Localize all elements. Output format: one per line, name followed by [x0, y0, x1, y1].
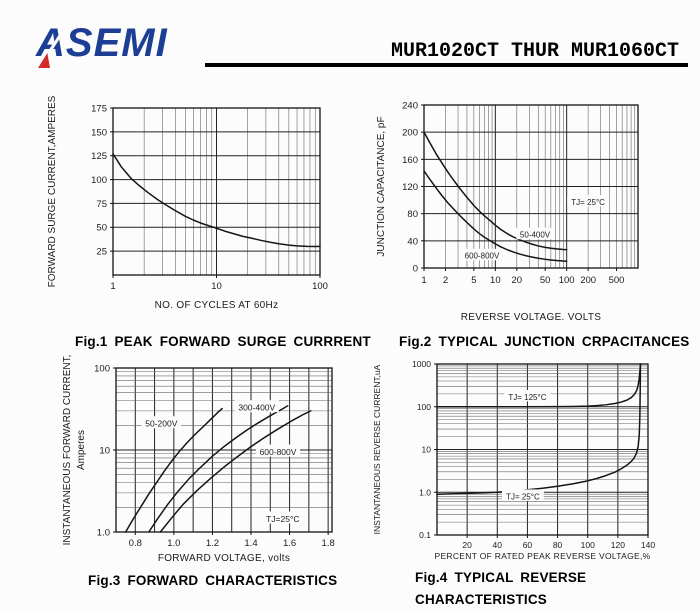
svg-text:PERCENT OF RATED PEAK REVERSE: PERCENT OF RATED PEAK REVERSE VOLTAGE,%: [434, 551, 650, 561]
fig2-junction-capacitance-chart: 50-400V 600-800V TJ= 25°C 1 2 5 10 20 50 100 200 50…: [376, 100, 639, 323]
svg-text:2: 2: [443, 275, 448, 286]
fig4-caption: Fig.4 TYPICAL REVERSE CHARACTERISTICS: [415, 570, 587, 607]
svg-text:100: 100: [94, 363, 110, 374]
svg-text:200: 200: [402, 128, 418, 139]
svg-text:10: 10: [211, 281, 222, 292]
svg-text:0.1: 0.1: [419, 530, 431, 540]
svg-text:TJ= 25°C: TJ= 25°C: [506, 492, 540, 501]
svg-text:Amperes: Amperes: [76, 430, 87, 470]
svg-text:600-800V: 600-800V: [465, 252, 500, 261]
svg-text:500: 500: [609, 275, 625, 286]
svg-text:175: 175: [91, 103, 107, 114]
svg-text:1.8: 1.8: [322, 538, 335, 549]
svg-text:REVERSE VOLTAGE. VOLTS: REVERSE VOLTAGE. VOLTS: [461, 312, 602, 323]
svg-text:600-800V: 600-800V: [260, 447, 297, 457]
svg-text:1.2: 1.2: [206, 538, 219, 549]
svg-text:20: 20: [512, 275, 523, 286]
svg-text:80: 80: [407, 209, 418, 220]
svg-text:240: 240: [402, 100, 418, 111]
svg-text:120: 120: [402, 182, 418, 193]
svg-text:50: 50: [96, 223, 107, 234]
svg-text:1: 1: [110, 281, 115, 292]
svg-text:TJ= 125°C: TJ= 125°C: [508, 393, 546, 402]
svg-text:300-400V: 300-400V: [238, 403, 275, 413]
svg-text:100: 100: [559, 275, 575, 286]
fig3-caption: Fig.3 FORWARD CHARACTERISTICS: [88, 573, 338, 588]
svg-text:10: 10: [422, 445, 432, 455]
fig1-caption: Fig.1 PEAK FORWARD SURGE CURRRENT: [75, 334, 371, 349]
asemi-logo: ASEMI: [36, 21, 206, 69]
part-number-title: MUR1020CT THUR MUR1060CT: [391, 40, 680, 63]
svg-text:TJ= 25°C: TJ= 25°C: [571, 198, 605, 207]
svg-text:40: 40: [493, 540, 503, 550]
svg-text:10: 10: [99, 445, 110, 456]
header-rule: [205, 63, 688, 67]
svg-text:150: 150: [91, 127, 107, 138]
svg-text:100: 100: [91, 175, 107, 186]
svg-text:100: 100: [581, 540, 595, 550]
fig1-surge-current-chart: 1 10 100 25 50 75 100 125 150 175 NO. OF CYCLES AT…: [47, 95, 328, 311]
asemi-logo-text: ASEMI: [36, 21, 168, 65]
svg-text:100: 100: [417, 402, 431, 412]
svg-text:INSTANTANEOUS FORWARD CURRENT,: INSTANTANEOUS FORWARD CURRENT,: [62, 355, 73, 546]
svg-text:75: 75: [96, 199, 107, 210]
svg-text:5: 5: [471, 275, 476, 286]
svg-text:1.0: 1.0: [419, 487, 431, 497]
svg-text:200: 200: [580, 275, 596, 286]
svg-text:FORWARD VOLTAGE, volts: FORWARD VOLTAGE, volts: [158, 553, 290, 564]
svg-text:10: 10: [490, 275, 501, 286]
svg-text:0.8: 0.8: [129, 538, 142, 549]
svg-text:140: 140: [641, 540, 655, 550]
svg-text:TJ=25°C: TJ=25°C: [266, 514, 299, 524]
svg-text:1.0: 1.0: [97, 527, 110, 538]
svg-text:100: 100: [312, 281, 328, 292]
svg-text:60: 60: [523, 540, 533, 550]
svg-text:120: 120: [611, 540, 625, 550]
svg-text:1: 1: [421, 275, 426, 286]
svg-text:INSTANTANEOUS REVERSE CURRENT,: INSTANTANEOUS REVERSE CURRENT,uA: [372, 364, 382, 534]
fig4-reverse-characteristics-chart: TJ= 125°C TJ= 25°C 20 40 60 80 100 120 140 0.1 1.0…: [372, 359, 655, 561]
svg-text:NO. OF CYCLES AT 60Hz: NO. OF CYCLES AT 60Hz: [155, 300, 279, 311]
fig2-caption: Fig.2 TYPICAL JUNCTION CRPACITANCES: [399, 334, 690, 349]
svg-text:160: 160: [402, 155, 418, 166]
svg-text:1.0: 1.0: [167, 538, 180, 549]
svg-text:JUNCTION CAPACITANCE, pF: JUNCTION CAPACITANCE, pF: [376, 116, 387, 256]
svg-text:1000: 1000: [412, 359, 431, 369]
svg-text:40: 40: [407, 236, 418, 247]
svg-text:0: 0: [413, 263, 418, 274]
svg-text:1.4: 1.4: [244, 538, 257, 549]
svg-text:80: 80: [553, 540, 563, 550]
svg-text:125: 125: [91, 151, 107, 162]
svg-text:50-200V: 50-200V: [145, 419, 177, 429]
svg-text:25: 25: [96, 247, 107, 258]
fig3-forward-characteristics-chart: 50-200V 300-400V 600-800V TJ=25°C 0.8 1.0 1.2 1…: [62, 355, 335, 564]
svg-text:50: 50: [540, 275, 551, 286]
svg-text:50-400V: 50-400V: [520, 231, 551, 240]
svg-text:1.6: 1.6: [283, 538, 296, 549]
svg-text:FORWARD SURGE CURRENT,AMPERES: FORWARD SURGE CURRENT,AMPERES: [47, 95, 58, 287]
svg-text:20: 20: [462, 540, 472, 550]
